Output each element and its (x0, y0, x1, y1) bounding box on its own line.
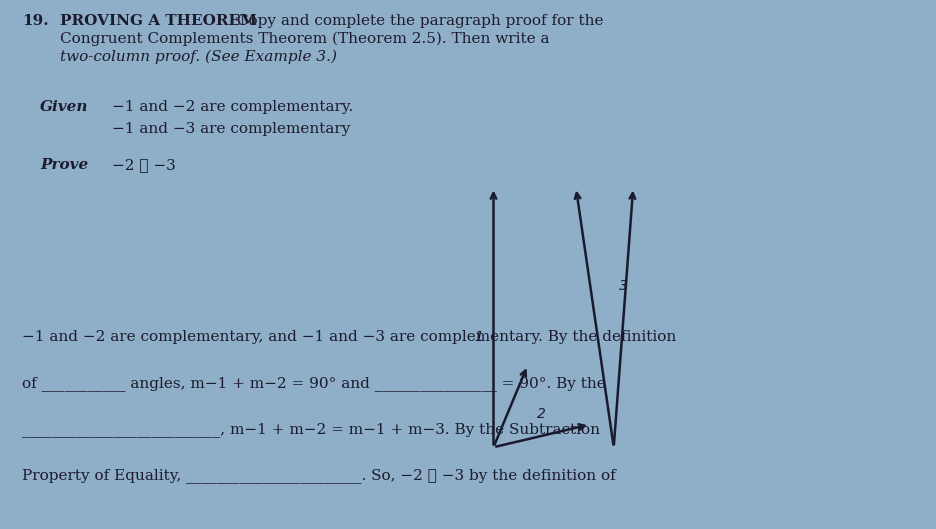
Text: two-column proof. (See Example 3.): two-column proof. (See Example 3.) (60, 50, 337, 65)
Text: 2: 2 (536, 407, 546, 422)
Text: −2 ≅ −3: −2 ≅ −3 (112, 158, 176, 172)
Text: Copy and complete the paragraph proof for the: Copy and complete the paragraph proof fo… (232, 14, 603, 28)
Text: −1 and −3 are complementary: −1 and −3 are complementary (112, 122, 350, 136)
Text: −1 and −2 are complementary, and −1 and −3 are complementary. By the definition: −1 and −2 are complementary, and −1 and … (22, 330, 676, 344)
Text: −1 and −2 are complementary.: −1 and −2 are complementary. (112, 100, 353, 114)
Text: PROVING A THEOREM: PROVING A THEOREM (60, 14, 256, 28)
Text: 1: 1 (474, 331, 482, 344)
Text: 19.: 19. (22, 14, 49, 28)
Text: __________________________, m−1 + m−2 = m−1 + m−3. By the Subtraction: __________________________, m−1 + m−2 = … (22, 422, 599, 437)
Text: 3: 3 (619, 278, 628, 293)
Text: of ___________ angles, m−1 + m−2 = 90° and ________________ = 90°. By the: of ___________ angles, m−1 + m−2 = 90° a… (22, 376, 605, 391)
Text: Property of Equality, _______________________. So, −2 ≅ −3 by the definition of: Property of Equality, __________________… (22, 468, 615, 483)
Text: Congruent Complements Theorem (Theorem 2.5). Then write a: Congruent Complements Theorem (Theorem 2… (60, 32, 548, 47)
Text: Given: Given (40, 100, 88, 114)
Text: Prove: Prove (40, 158, 88, 172)
